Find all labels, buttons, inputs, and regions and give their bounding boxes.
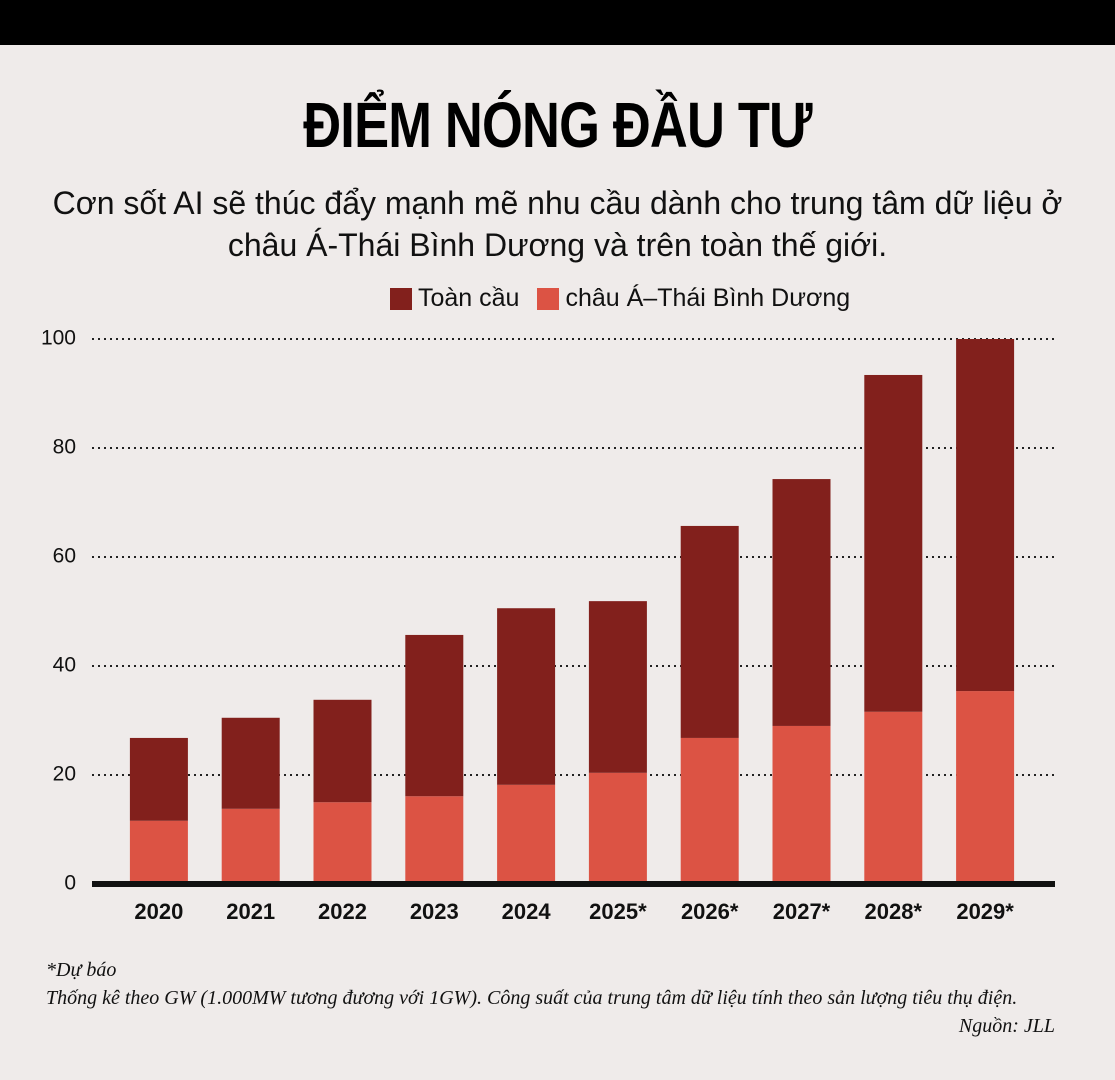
- y-tick-label: 80: [53, 436, 76, 459]
- x-tick-label: 2024: [502, 899, 552, 924]
- x-tick-label: 2023: [410, 899, 459, 924]
- legend-item: Toàn cầu: [390, 284, 519, 313]
- legend: Toàn cầu châu Á–Thái Bình Dương: [390, 284, 868, 313]
- legend-item: châu Á–Thái Bình Dương: [537, 284, 850, 313]
- chart-title: ĐIỂM NÓNG ĐẦU TƯ: [303, 89, 812, 161]
- legend-swatch: [390, 287, 412, 310]
- x-tick-label: 2022: [318, 899, 367, 924]
- top-bar: [0, 0, 1115, 45]
- bar-segment: [221, 808, 280, 884]
- bar-segment: [588, 601, 647, 773]
- note: Thống kê theo GW (1.000MW tương đương vớ…: [46, 987, 1018, 1009]
- y-tick-label: 0: [64, 872, 76, 895]
- bar-segment: [497, 608, 556, 785]
- y-tick-label: 60: [53, 545, 76, 568]
- bar-segment: [772, 479, 831, 726]
- bar-segment: [864, 711, 923, 884]
- bar-segment: [221, 717, 280, 809]
- y-tick-label: 20: [53, 763, 76, 786]
- source: Nguồn: JLL: [958, 1015, 1055, 1037]
- bar-segment: [313, 699, 372, 803]
- x-tick-label: 2026*: [681, 899, 739, 924]
- x-tick-label: 2029*: [956, 899, 1014, 924]
- notes: *Dự báo Thống kê theo GW (1.000MW tương …: [46, 956, 1056, 1012]
- y-tick-label: 100: [41, 327, 76, 350]
- legend-swatch: [537, 287, 560, 310]
- legend-label: châu Á–Thái Bình Dương: [565, 284, 851, 312]
- bar-segment: [405, 796, 464, 884]
- chart-subtitle: Cơn sốt AI sẽ thúc đẩy mạnh mẽ nhu cầu d…: [52, 185, 1063, 263]
- x-tick-label: 2028*: [865, 899, 923, 924]
- note: *Dự báo: [46, 959, 117, 981]
- bar-segment: [772, 725, 831, 884]
- x-tick-label: 2020: [134, 899, 183, 924]
- bar-segment: [129, 737, 188, 821]
- bar-segment: [405, 634, 464, 797]
- x-tick-label: 2027*: [773, 899, 831, 924]
- x-tick-label: 2025*: [589, 899, 647, 924]
- legend-label: Toàn cầu: [418, 284, 520, 312]
- bar-segment: [313, 802, 372, 884]
- bar-segment: [588, 772, 647, 884]
- bar-segment: [680, 737, 739, 884]
- bar-segment: [497, 784, 556, 884]
- x-tick-label: 2021: [226, 899, 275, 924]
- bar-segment: [864, 374, 923, 712]
- bar-segment: [956, 691, 1015, 884]
- bar-segment: [680, 525, 739, 738]
- chart: 0 20 40 60 80 100 2020 2021 2022 2023 2024 2025* 202…: [41, 327, 1055, 924]
- bar-segment: [956, 339, 1015, 692]
- y-tick-label: 40: [53, 654, 76, 677]
- bar-segment: [129, 820, 188, 884]
